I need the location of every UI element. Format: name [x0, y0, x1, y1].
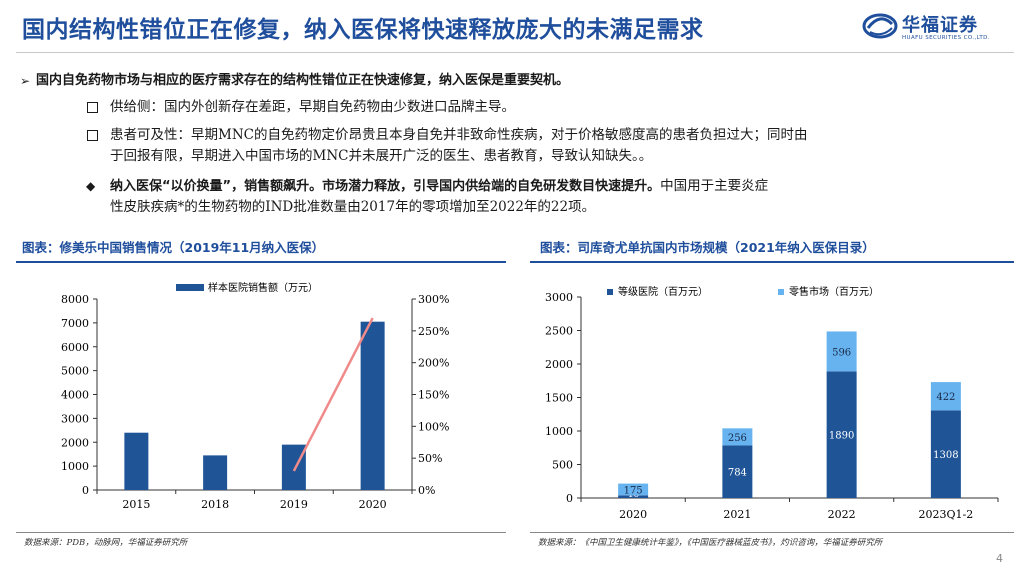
bar-hospital — [930, 410, 961, 498]
company-logo: 华福证券 HUAFU SECURITIES CO.,LTD. — [862, 8, 1012, 50]
bullet-supply: 供给侧：国内外创新存在差距，早期自免药物由少数进口品牌主导。 — [87, 97, 990, 118]
main-bullet: ➢ 国内自免药物市场与相应的医疗需求存在的结构性错位正在快速修复，纳入医保是重要… — [20, 71, 986, 91]
arrow-bullet-icon: ➢ — [20, 74, 31, 88]
bar-retail — [618, 483, 649, 496]
bar-hospital — [722, 445, 753, 498]
legend-label-retail: 零售市场（百万元） — [789, 285, 879, 298]
y-tick-label: 3000 — [61, 412, 89, 425]
y2-tick-label: 100% — [418, 420, 449, 433]
left-source-divider — [16, 532, 506, 533]
legend-swatch-hospital — [607, 289, 613, 295]
y-tick-label: 0 — [82, 484, 89, 497]
square-bullet-icon — [87, 102, 98, 113]
legend-label: 样本医院销售额（万元） — [208, 281, 318, 294]
data-label-retail: 596 — [832, 347, 851, 358]
bullet-access-line1: 患者可及性：早期MNC的自免药物定价昂贵且本身自免并非致命性疾病，对于价格敏感度… — [110, 127, 808, 143]
header-divider — [16, 52, 1014, 53]
x-tick-label: 2020 — [359, 498, 387, 511]
right-title-underline — [530, 261, 1014, 263]
y2-tick-label: 50% — [418, 452, 442, 465]
legend-label-hospital: 等级医院（百万元） — [618, 285, 708, 298]
left-title-underline — [16, 261, 506, 263]
bullet-insurance-line2: 性皮肤疾病*的生物药物的IND批准数量由2017年的零项增加至2022年的22项… — [110, 199, 596, 215]
y-tick-label: 2000 — [545, 358, 573, 371]
x-tick-label: 2020 — [619, 508, 647, 521]
data-label-hospital: 1890 — [829, 431, 854, 442]
y2-tick-label: 150% — [418, 389, 449, 402]
right-data-source: 数据来源：《中国卫生健康统计年鉴》，《中国医疗器械蓝皮书》，灼识咨询，华福证券研… — [538, 538, 883, 548]
secukinumab-market-chart: 0500100015002000250030004017520207842562… — [545, 285, 999, 521]
y-tick-label: 1500 — [545, 392, 573, 405]
logo-english-name: HUAFU SECURITIES CO.,LTD. — [902, 35, 990, 41]
page-title: 国内结构性错位正在修复，纳入医保将快速释放庞大的未满足需求 — [22, 17, 704, 43]
y-tick-label: 0 — [566, 492, 573, 505]
y-tick-label: 6000 — [61, 341, 89, 354]
y-tick-label: 2500 — [545, 325, 573, 338]
right-chart-title: 图表：司库奇尤单抗国内市场规模（2021年纳入医保目录） — [540, 240, 875, 255]
legend-swatch — [176, 284, 204, 291]
page-number: 4 — [996, 552, 1003, 565]
y-tick-label: 1000 — [61, 460, 89, 473]
y2-tick-label: 0% — [418, 484, 435, 497]
y-tick-label: 7000 — [61, 317, 89, 330]
growth-rate-line — [292, 317, 374, 472]
x-tick-label: 2023Q1-2 — [919, 508, 974, 521]
x-tick-label: 2022 — [828, 508, 856, 521]
bar-hospital — [618, 495, 649, 498]
diamond-bullet-icon: ◆ — [86, 179, 96, 193]
right-source-divider — [530, 532, 1014, 533]
bar-sales — [203, 455, 228, 490]
y2-tick-label: 300% — [418, 293, 449, 306]
logo-name: 华福证券 — [902, 15, 978, 36]
y2-tick-label: 200% — [418, 357, 449, 370]
data-label-hospital: 784 — [728, 468, 747, 479]
x-tick-label: 2018 — [201, 498, 229, 511]
bar-sales — [360, 321, 385, 490]
left-chart-title: 图表：修美乐中国销售情况（2019年11月纳入医保） — [22, 240, 325, 255]
bullet-insurance: ◆ 纳入医保“以价换量”，销售额飙升。市场潜力释放，引导国内供给端的自免研发数目… — [86, 176, 990, 218]
y-tick-label: 500 — [552, 459, 573, 472]
main-bullet-text: 国内自免药物市场与相应的医疗需求存在的结构性错位正在快速修复，纳入医保是重要契机… — [36, 73, 570, 88]
legend-swatch-retail — [778, 289, 784, 295]
x-tick-label: 2019 — [280, 498, 308, 511]
bullet-access: 患者可及性：早期MNC的自免药物定价昂贵且本身自免并非致命性疾病，对于价格敏感度… — [87, 125, 990, 167]
bar-sales — [124, 432, 149, 490]
y-tick-label: 2000 — [61, 436, 89, 449]
bar-sales — [281, 444, 306, 490]
y-tick-label: 4000 — [61, 389, 89, 402]
y2-tick-label: 250% — [418, 325, 449, 338]
logo-emblem-icon — [862, 13, 898, 39]
data-label-retail: 422 — [936, 392, 955, 403]
x-tick-label: 2021 — [723, 508, 751, 521]
x-tick-label: 2015 — [122, 498, 150, 511]
bullet-insurance-bold: 纳入医保“以价换量”，销售额飙升。市场潜力释放，引导国内供给端的自免研发数目快速… — [110, 179, 661, 194]
bullet-supply-text: 供给侧：国内外创新存在差距，早期自免药物由少数进口品牌主导。 — [110, 99, 515, 115]
y-tick-label: 3000 — [545, 291, 573, 304]
bullet-insurance-rest: 中国用于主要炎症 — [660, 178, 769, 194]
y-tick-label: 5000 — [61, 365, 89, 378]
bar-retail — [826, 331, 857, 372]
bar-retail — [930, 382, 961, 411]
y-tick-label: 1000 — [545, 425, 573, 438]
bullet-access-line2: 于回报有限，早期进入中国市场的MNC并未展开广泛的医生、患者教育，导致认知缺失。… — [110, 148, 653, 164]
square-bullet-icon — [87, 130, 98, 141]
left-data-source: 数据来源：PDB，动脉网，华福证券研究所 — [24, 538, 188, 548]
bar-hospital — [826, 371, 857, 498]
data-label-retail: 175 — [624, 485, 643, 496]
y-tick-label: 8000 — [61, 293, 89, 306]
data-label-hospital: 1308 — [933, 450, 958, 461]
hmira-sales-chart: 0 1000 2000 3000 4000 5000 6000 7000 8000 0% 50% 10… — [61, 281, 449, 511]
data-label-retail: 256 — [728, 433, 747, 444]
bar-retail — [722, 428, 753, 446]
